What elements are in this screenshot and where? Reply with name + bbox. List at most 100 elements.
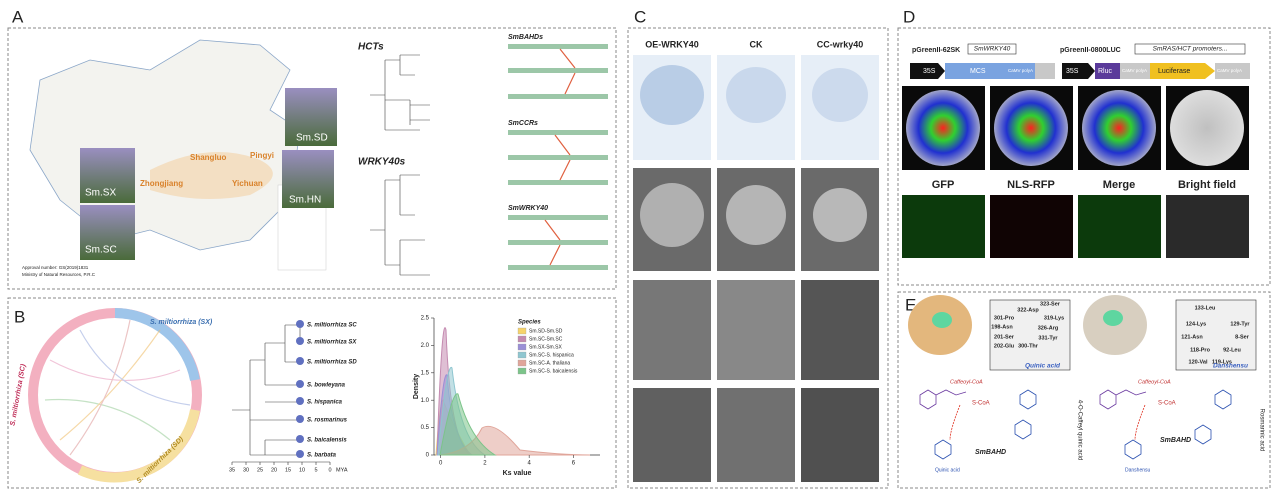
rluc-block <box>1095 63 1120 79</box>
residue-label: 129-Tyr <box>1230 321 1250 327</box>
channel-label: Merge <box>1103 179 1135 191</box>
species-label: S. miltiorrhiza SX <box>307 340 357 346</box>
tick-label: 20 <box>271 467 277 473</box>
micrographs <box>633 55 879 482</box>
legend-label: Sm.SC-Sm.SC <box>529 336 563 342</box>
synteny-title: SmBAHDs <box>508 34 543 41</box>
tick-label: 10 <box>299 467 305 473</box>
site-label: Sm.SX <box>85 188 116 199</box>
approval-text: Ministry of Natural Resources, P.R.C <box>22 272 96 277</box>
residue-label: 331-Tyr <box>1038 335 1058 341</box>
vector-name: pGreenII-62SK <box>912 47 960 54</box>
legend-swatch <box>517 327 527 335</box>
synteny-title: SmWRKY40 <box>508 205 548 212</box>
tree <box>370 54 430 131</box>
x-axis-label: Ks value <box>503 470 532 477</box>
species-label: S. bowleyana <box>307 383 346 389</box>
element-label: CaMV polyA <box>1008 68 1033 73</box>
residue-label: 124-Lys <box>1186 321 1206 327</box>
insert-label: SmWRKY40 <box>974 46 1011 53</box>
x-tick-label: 0 <box>439 461 443 467</box>
pie-icon <box>296 450 304 458</box>
polyA-block <box>1035 63 1055 79</box>
panel-letter: E <box>905 295 916 314</box>
legend-label: Sm.SC-S. baicalensis <box>529 368 578 374</box>
species-label: S. rosmarinus <box>307 418 348 424</box>
insert-label: SmRAS/HCT promoters... <box>1153 46 1228 53</box>
luminescence-images <box>902 86 1249 170</box>
legend-swatch <box>517 367 527 375</box>
map-region <box>150 152 273 199</box>
structures <box>919 389 1232 460</box>
residue-label: 92-Leu <box>1223 347 1241 353</box>
pie-icon <box>296 357 304 365</box>
y-tick-label: 0 <box>426 453 430 459</box>
photo <box>285 88 337 146</box>
enzyme-label: SmBAHD <box>975 449 1006 456</box>
x-tick-label: 4 <box>528 461 532 467</box>
photo <box>80 148 135 203</box>
x-tick-label: 2 <box>483 461 487 467</box>
vector-name: pGreenII-0800LUC <box>1060 47 1121 54</box>
tick-label: 0 <box>328 467 331 473</box>
photo <box>80 205 135 260</box>
element-label: CaMV polyA <box>1217 68 1242 73</box>
fluorescence-images <box>902 195 1249 258</box>
synteny-title: SmCCRs <box>508 120 538 127</box>
panel-frame <box>627 27 889 489</box>
axis-label: MYA <box>336 467 348 473</box>
tick-label: 30 <box>243 467 249 473</box>
promoter-arrow <box>1062 63 1095 79</box>
circos-ring <box>114 308 200 382</box>
site-label: Sm.SD <box>296 133 328 144</box>
place-label: Zhongjiang <box>140 179 183 188</box>
channel-label: NLS-RFP <box>1007 179 1055 191</box>
substrate-name: Danshensu <box>1125 467 1151 473</box>
residue-label: 118-Pro <box>1190 347 1211 353</box>
ligand-label: Quinic acid <box>1025 363 1061 370</box>
y-tick-label: 1.0 <box>421 398 430 404</box>
time-axis: 35 30 25 20 15 10 5 0 MYA <box>229 461 348 473</box>
column-header: CK <box>750 39 763 49</box>
residue-label: 121-Asn <box>1181 334 1203 340</box>
species-tree <box>232 324 301 456</box>
substrate-label: Caffeoyl-CoA <box>950 379 983 385</box>
panel-letter: B <box>14 307 25 326</box>
x-tick-label: 6 <box>572 461 576 467</box>
y-tick-label: 0.5 <box>421 425 430 431</box>
place-label: Yichuan <box>232 179 263 188</box>
pie-icon <box>296 397 304 405</box>
y-tick-label: 2.5 <box>421 316 430 322</box>
circos-links <box>44 319 191 456</box>
tick-label: 5 <box>314 467 317 473</box>
panel-letter: C <box>634 7 646 26</box>
species-label: S. miltiorrhiza SC <box>307 323 357 329</box>
photo <box>282 150 334 208</box>
circos-label: S. miltiorrhiza (SC) <box>9 363 27 427</box>
residue-label: 323-Ser <box>1040 301 1061 307</box>
element-label: MCS <box>970 68 986 75</box>
insert-box <box>967 43 1017 55</box>
y-axis-label: Density <box>413 374 420 399</box>
residue-label: 202-Glu <box>994 343 1014 349</box>
tick-label: 25 <box>257 467 263 473</box>
pie-icon <box>296 415 304 423</box>
enzyme-label: SmBAHD <box>1160 437 1191 444</box>
residue-label: 301-Pro <box>994 315 1015 321</box>
column-header: OE-WRKY40 <box>645 39 699 49</box>
tick-label: 35 <box>229 467 235 473</box>
panel-frame <box>897 291 1271 489</box>
channel-label: GFP <box>932 179 955 191</box>
circos-label: S. miltiorrhiza (SX) <box>150 319 213 326</box>
promoter-arrow <box>910 63 945 79</box>
group-label: S-CoA <box>1158 401 1176 407</box>
y-tick-label: 1.5 <box>421 370 430 376</box>
pie-icon <box>296 435 304 443</box>
residue-label: 120-Val <box>1189 359 1208 365</box>
legend-swatch <box>517 343 527 351</box>
panel-letter: A <box>12 7 24 26</box>
tree-title: HCTs <box>358 42 384 53</box>
pie-icon <box>296 380 304 388</box>
protein-structures <box>908 295 1257 371</box>
